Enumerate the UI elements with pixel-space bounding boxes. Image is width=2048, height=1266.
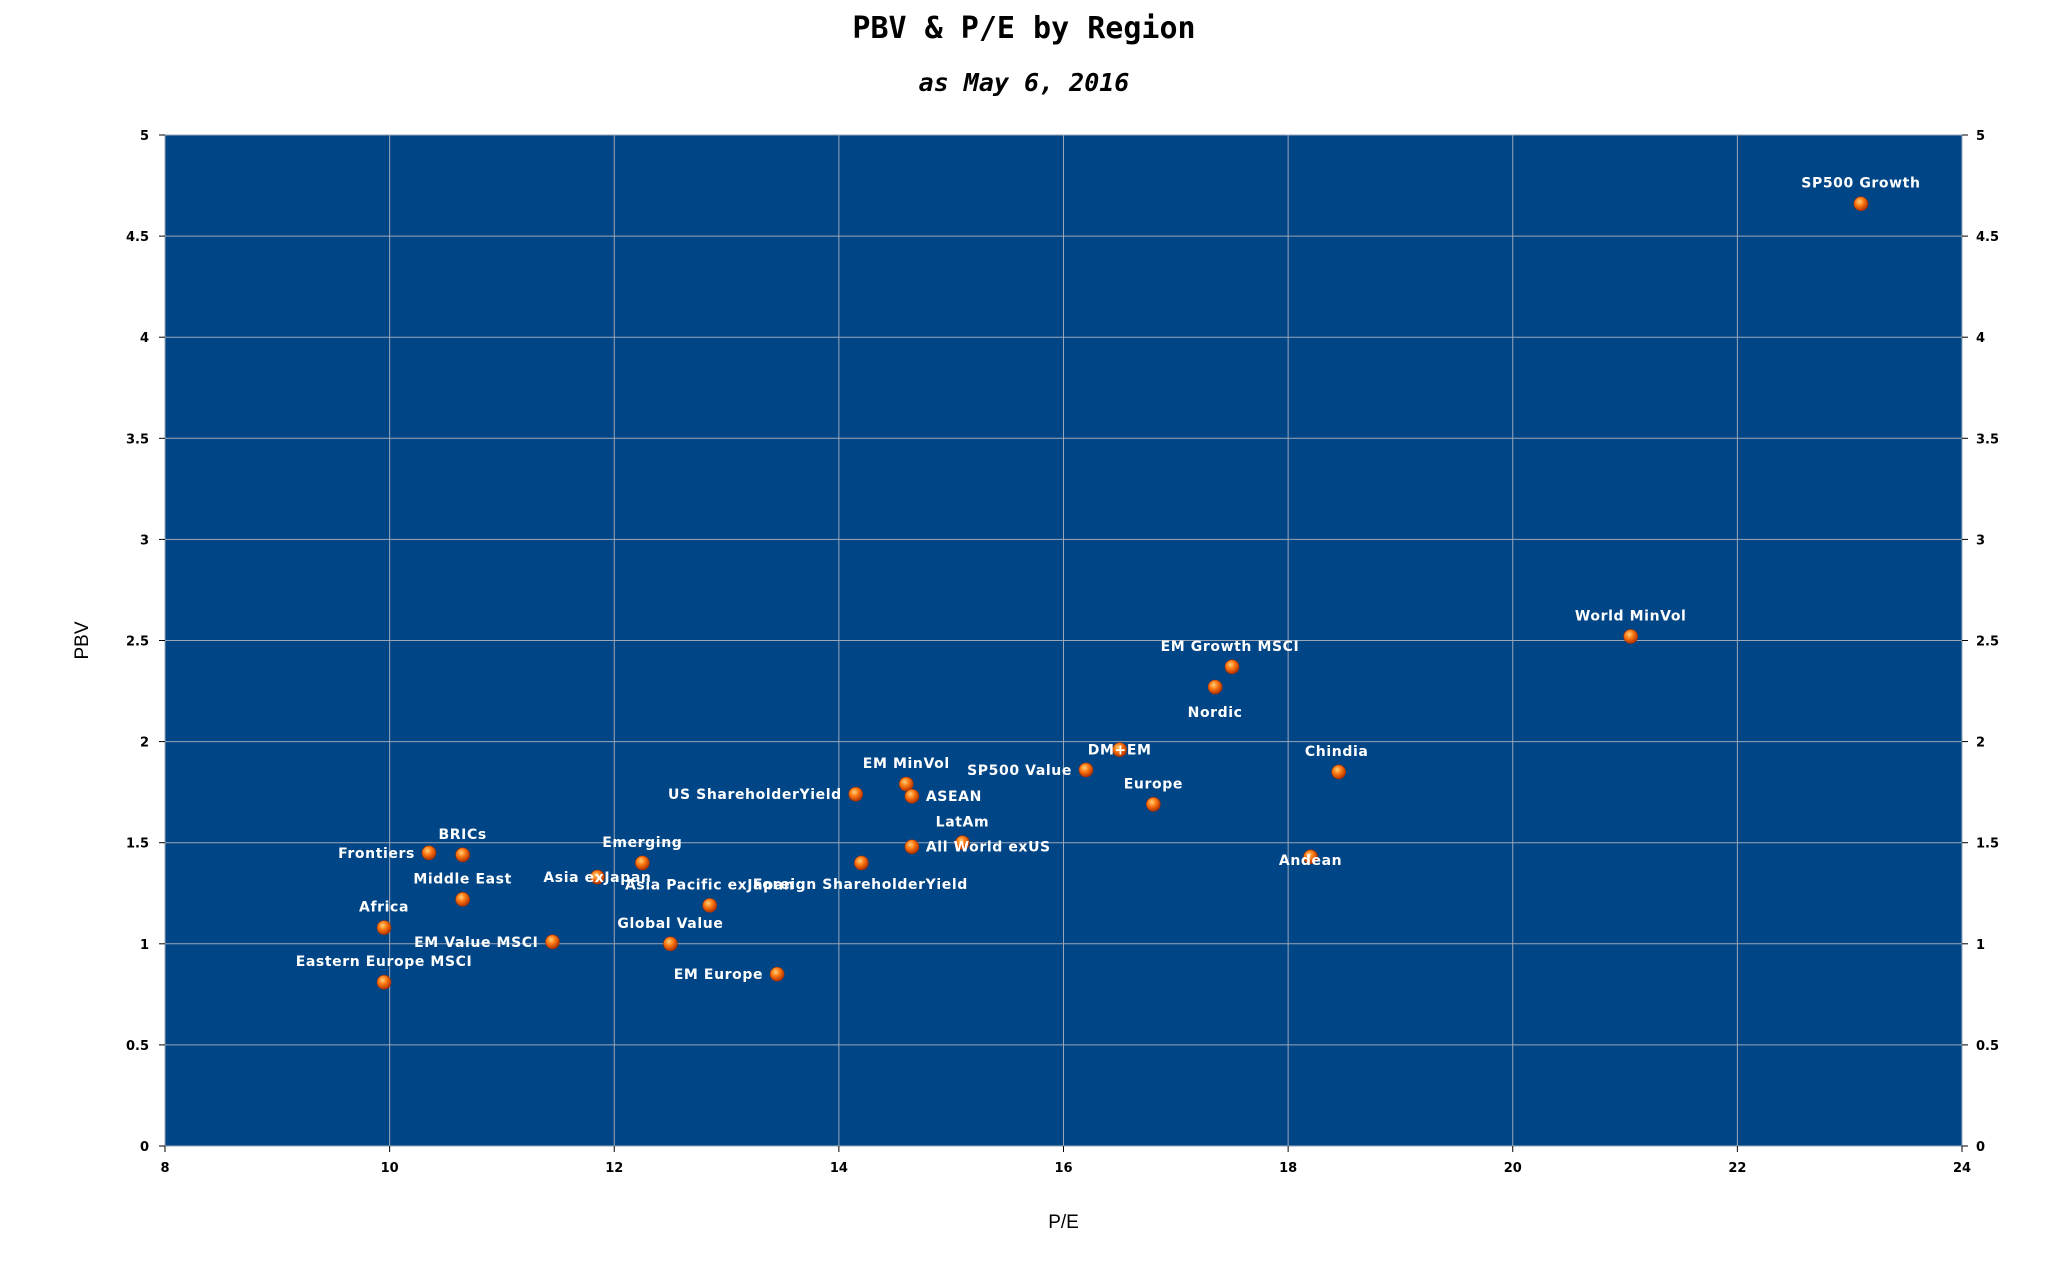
data-point-label: Emerging (602, 835, 682, 851)
data-point-label: EM Value MSCI (414, 935, 538, 951)
x-tick-label: 12 (605, 1161, 623, 1176)
data-point (1207, 679, 1223, 695)
data-point-label: Europe (1124, 776, 1183, 792)
y-tick-label-left: 3.5 (126, 432, 149, 447)
y-tick-label-right: 5 (1976, 129, 1985, 144)
data-point (1623, 629, 1638, 644)
y-tick-label-right: 0.5 (1976, 1039, 1999, 1054)
data-point-label: All World exUS (926, 840, 1051, 856)
y-tick-label-left: 4.5 (126, 230, 149, 245)
data-point-label: Asia exJapan (543, 870, 651, 886)
data-point-label: ASEAN (926, 789, 982, 805)
y-tick-label-right: 1 (1976, 938, 1985, 953)
data-point (421, 845, 437, 861)
data-point-label: Chindia (1305, 744, 1368, 760)
y-tick-label-right: 4.5 (1976, 230, 1999, 245)
data-point-label: DM+EM (1088, 743, 1152, 759)
data-point (635, 855, 650, 871)
data-point-label: Andean (1279, 853, 1342, 869)
data-points (376, 196, 1869, 990)
x-tick-label: 24 (1953, 1161, 1971, 1176)
y-tick-label-right: 0 (1976, 1140, 1985, 1155)
data-point (455, 892, 470, 907)
data-point-label: LatAm (936, 815, 989, 831)
data-point-label: Global Value (617, 916, 723, 932)
y-tick-label-left: 4 (140, 331, 149, 346)
data-point-label: Middle East (413, 871, 512, 887)
data-point (848, 786, 864, 802)
data-point-label: EM Growth MSCI (1161, 639, 1300, 655)
y-axis-title: PBV (72, 621, 93, 659)
data-point (1853, 196, 1869, 212)
data-point-label: Eastern Europe MSCI (296, 954, 473, 970)
x-tick-label: 8 (160, 1161, 169, 1176)
x-tick-label: 16 (1054, 1161, 1072, 1176)
chart-title: PBV & P/E by Region (852, 11, 1195, 46)
data-point-label: SP500 Value (967, 763, 1072, 779)
data-point (769, 966, 785, 982)
y-tick-label-right: 3 (1976, 533, 1985, 548)
data-point (1224, 659, 1240, 675)
data-point (376, 974, 392, 990)
y-tick-label-right: 4 (1976, 331, 1985, 346)
x-tick-label: 18 (1279, 1161, 1297, 1176)
data-point (1331, 764, 1346, 780)
y-tick-label-left: 0.5 (126, 1039, 149, 1054)
x-tick-label: 20 (1504, 1161, 1522, 1176)
data-point-label: US ShareholderYield (668, 787, 842, 803)
data-point (1146, 796, 1161, 812)
y-tick-label-right: 1.5 (1976, 837, 1999, 852)
data-point (955, 835, 970, 851)
data-point (1112, 742, 1127, 757)
y-tick-label-right: 2.5 (1976, 635, 1999, 650)
data-point-label: Asia Pacific exJapan (625, 877, 794, 893)
x-tick-label: 10 (381, 1161, 399, 1176)
y-tick-label-right: 2 (1976, 736, 1985, 751)
axis-ticks: 8 10 12 14 16 18 20 22 240 00.5 0.51 11.5 1.52 22.5 2.… (126, 129, 1999, 1176)
x-tick-label: 14 (830, 1161, 848, 1176)
data-point (904, 788, 920, 804)
data-point (455, 847, 470, 863)
y-tick-label-left: 2.5 (126, 635, 149, 650)
y-tick-label-left: 2 (140, 736, 149, 751)
data-point (898, 776, 914, 792)
x-axis-title: P/E (1048, 1212, 1079, 1233)
y-tick-label-left: 1 (140, 938, 149, 953)
y-tick-label-left: 1.5 (126, 837, 149, 852)
x-tick-label: 22 (1728, 1161, 1746, 1176)
y-tick-label-left: 3 (140, 533, 149, 548)
data-point-label: EM MinVol (863, 756, 950, 772)
data-point (1303, 849, 1318, 865)
data-point (904, 839, 920, 855)
data-point-label: World MinVol (1575, 608, 1687, 624)
data-point-label: BRICs (438, 827, 486, 843)
data-point-label: EM Europe (674, 967, 763, 983)
data-point (1078, 762, 1094, 778)
data-point (663, 936, 678, 952)
data-point-label: Africa (359, 900, 409, 916)
data-point (702, 898, 718, 913)
chart-subtitle: as May 6, 2016 (919, 68, 1130, 97)
data-point-label: Frontiers (338, 846, 415, 862)
y-tick-label-left: 0 (140, 1140, 149, 1155)
data-point (376, 920, 392, 935)
point-labels: SP500 Growth World MinVol EM Growth MSCI No… (296, 176, 1920, 983)
data-point (545, 934, 560, 950)
data-point-label: SP500 Growth (1801, 176, 1920, 192)
y-tick-label-left: 5 (140, 129, 149, 144)
data-point-label: Foreign ShareholderYield (753, 877, 968, 893)
data-point-label: Nordic (1188, 705, 1243, 721)
data-point (854, 855, 869, 871)
y-tick-label-right: 3.5 (1976, 432, 1999, 447)
data-point (590, 869, 605, 885)
